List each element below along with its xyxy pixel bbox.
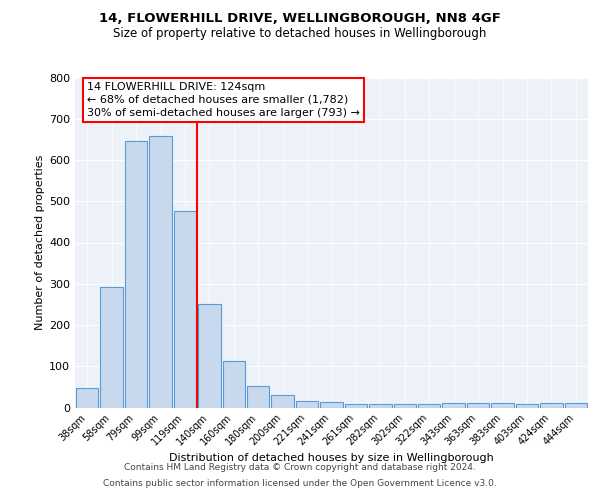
Y-axis label: Number of detached properties: Number of detached properties: [35, 155, 45, 330]
Text: 14, FLOWERHILL DRIVE, WELLINGBOROUGH, NN8 4GF: 14, FLOWERHILL DRIVE, WELLINGBOROUGH, NN…: [99, 12, 501, 26]
Bar: [247, 386, 269, 407]
Bar: [442, 404, 465, 407]
Text: Contains public sector information licensed under the Open Government Licence v3: Contains public sector information licen…: [103, 478, 497, 488]
Bar: [515, 404, 538, 407]
Bar: [344, 404, 367, 407]
Text: Contains HM Land Registry data © Crown copyright and database right 2024.: Contains HM Land Registry data © Crown c…: [124, 464, 476, 472]
Bar: [296, 402, 319, 407]
Bar: [76, 388, 98, 407]
Bar: [271, 395, 294, 407]
Bar: [565, 404, 587, 407]
X-axis label: Distribution of detached houses by size in Wellingborough: Distribution of detached houses by size …: [169, 453, 494, 463]
Bar: [418, 404, 440, 407]
Bar: [320, 402, 343, 407]
Bar: [125, 142, 148, 408]
Bar: [223, 361, 245, 408]
Text: Size of property relative to detached houses in Wellingborough: Size of property relative to detached ho…: [113, 28, 487, 40]
Bar: [100, 286, 123, 408]
Bar: [467, 404, 490, 407]
Bar: [173, 210, 196, 408]
Bar: [540, 404, 563, 407]
Bar: [491, 404, 514, 407]
Text: 14 FLOWERHILL DRIVE: 124sqm
← 68% of detached houses are smaller (1,782)
30% of : 14 FLOWERHILL DRIVE: 124sqm ← 68% of det…: [88, 82, 360, 118]
Bar: [369, 404, 392, 407]
Bar: [149, 136, 172, 407]
Bar: [394, 404, 416, 407]
Bar: [198, 304, 221, 408]
